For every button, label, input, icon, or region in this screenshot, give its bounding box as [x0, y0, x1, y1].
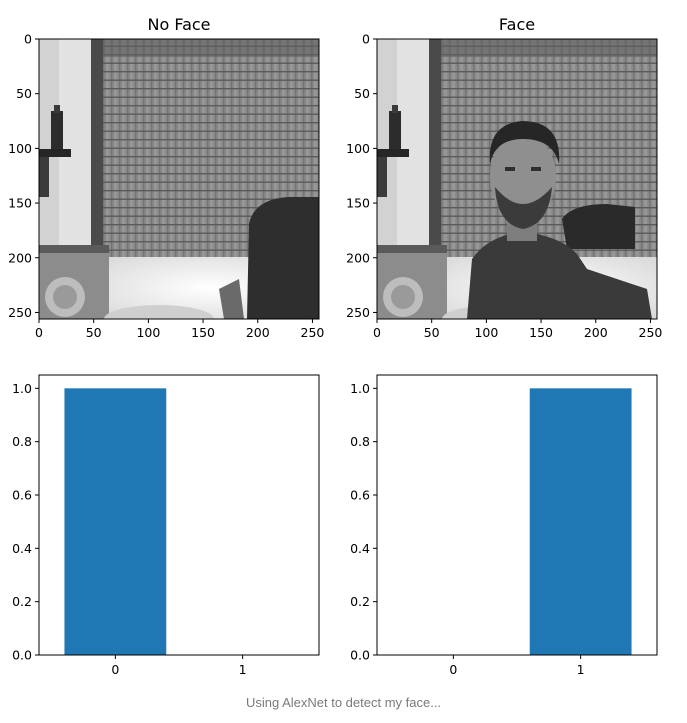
- x-tick-label: 0: [111, 662, 119, 677]
- panel-title: No Face: [147, 15, 210, 34]
- x-tick-label: 1: [577, 662, 585, 677]
- panel-4: 0 1 0.0 0.2 0.4 0.6 0.8 1.0: [350, 374, 658, 677]
- x-tick-label: 0: [449, 662, 457, 677]
- face-image-panel: [377, 39, 657, 319]
- y-tick-label: 150: [8, 196, 32, 211]
- y-tick-label: 0.4: [350, 541, 370, 556]
- y-tick-label: 0.8: [12, 434, 32, 449]
- figure-caption: Using AlexNet to detect my face...: [245, 695, 442, 710]
- x-tick-label: 1: [239, 662, 247, 677]
- y-tick-label: 200: [346, 250, 370, 265]
- y-tick-label: 100: [346, 141, 370, 156]
- panel-3: 0 1 0.0 0.2 0.4 0.6 0.8 1.0: [12, 374, 320, 677]
- y-tick-label: 0.0: [12, 648, 32, 663]
- chair-shape: [247, 197, 319, 319]
- y-tick-label: 250: [8, 305, 32, 320]
- bar: [64, 388, 167, 655]
- y-tick-label: 0.4: [12, 541, 32, 556]
- x-tick-label: 50: [86, 325, 102, 340]
- y-tick-label: 250: [346, 305, 370, 320]
- axes-frame: [38, 374, 320, 656]
- x-tick-label: 50: [424, 325, 440, 340]
- y-tick-label: 0.6: [12, 488, 32, 503]
- y-tick-label: 0: [362, 32, 370, 47]
- x-tick-label: 150: [191, 325, 215, 340]
- y-tick-label: 50: [16, 86, 32, 101]
- x-tick-label: 150: [529, 325, 553, 340]
- y-tick-label: 0.0: [350, 648, 370, 663]
- x-tick-label: 0: [35, 325, 43, 340]
- x-tick-label: 100: [474, 325, 498, 340]
- y-tick-label: 0: [24, 32, 32, 47]
- y-tick-label: 0.2: [350, 594, 370, 609]
- y-tick-label: 1.0: [12, 381, 32, 396]
- x-tick-label: 0: [373, 325, 381, 340]
- y-tick-label: 0.2: [12, 594, 32, 609]
- person-body: [467, 231, 652, 319]
- panel-title: Face: [499, 15, 535, 34]
- y-tick-label: 150: [346, 196, 370, 211]
- no-face-image-panel: [39, 39, 319, 319]
- y-tick-label: 100: [8, 141, 32, 156]
- y-tick-label: 1.0: [350, 381, 370, 396]
- image-frame: [38, 38, 320, 320]
- y-tick-label: 50: [354, 86, 370, 101]
- bar: [529, 388, 632, 655]
- axes-frame: [376, 374, 658, 656]
- x-tick-label: 250: [639, 325, 663, 340]
- x-tick-label: 250: [301, 325, 325, 340]
- y-tick-label: 200: [8, 250, 32, 265]
- x-tick-label: 100: [136, 325, 160, 340]
- x-tick-label: 200: [584, 325, 608, 340]
- image-frame: [376, 38, 658, 320]
- y-tick-label: 0.8: [350, 434, 370, 449]
- y-tick-label: 0.6: [350, 488, 370, 503]
- x-tick-label: 200: [246, 325, 270, 340]
